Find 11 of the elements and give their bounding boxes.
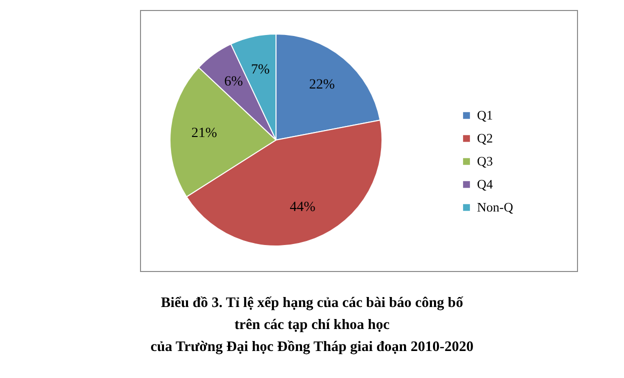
data-label: 44% xyxy=(290,200,316,216)
text: Biểu đồ 3. Tỉ lệ xếp hạng của các bài báo công bố trên các tạp chí khoa học của Trường Đại học Đồng Tháp giai đoạn 2010-2020 xyxy=(150,294,474,357)
legend-label: Q3 xyxy=(477,154,493,168)
legend-label: Q1 xyxy=(477,108,493,122)
legend-label: Q2 xyxy=(477,130,493,146)
data-label: 21% xyxy=(191,126,218,142)
data-label: 7% xyxy=(250,62,270,78)
legend-label: Non-Q xyxy=(477,200,514,214)
data-label: 22% xyxy=(309,77,336,92)
legend-label: Q4 xyxy=(477,176,494,192)
data-label: 6% xyxy=(224,74,244,90)
